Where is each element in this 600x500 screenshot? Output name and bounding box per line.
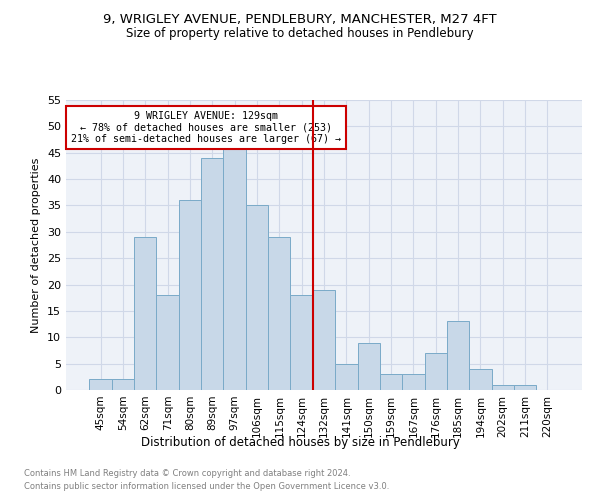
Bar xyxy=(514,384,536,390)
Y-axis label: Number of detached properties: Number of detached properties xyxy=(31,158,41,332)
Text: Size of property relative to detached houses in Pendlebury: Size of property relative to detached ho… xyxy=(126,28,474,40)
Text: Contains public sector information licensed under the Open Government Licence v3: Contains public sector information licen… xyxy=(24,482,389,491)
Bar xyxy=(402,374,425,390)
Bar xyxy=(447,322,469,390)
Bar xyxy=(157,295,179,390)
Bar xyxy=(223,148,246,390)
Bar xyxy=(179,200,201,390)
Bar xyxy=(134,237,157,390)
Bar xyxy=(268,237,290,390)
Bar xyxy=(335,364,358,390)
Text: Distribution of detached houses by size in Pendlebury: Distribution of detached houses by size … xyxy=(140,436,460,449)
Text: Contains HM Land Registry data © Crown copyright and database right 2024.: Contains HM Land Registry data © Crown c… xyxy=(24,468,350,477)
Bar xyxy=(491,384,514,390)
Bar xyxy=(290,295,313,390)
Text: 9, WRIGLEY AVENUE, PENDLEBURY, MANCHESTER, M27 4FT: 9, WRIGLEY AVENUE, PENDLEBURY, MANCHESTE… xyxy=(103,12,497,26)
Bar xyxy=(313,290,335,390)
Bar xyxy=(201,158,223,390)
Text: 9 WRIGLEY AVENUE: 129sqm
← 78% of detached houses are smaller (253)
21% of semi-: 9 WRIGLEY AVENUE: 129sqm ← 78% of detach… xyxy=(71,110,341,144)
Bar xyxy=(112,380,134,390)
Bar xyxy=(89,380,112,390)
Bar xyxy=(425,353,447,390)
Bar xyxy=(246,206,268,390)
Bar xyxy=(380,374,402,390)
Bar xyxy=(469,369,491,390)
Bar xyxy=(358,342,380,390)
